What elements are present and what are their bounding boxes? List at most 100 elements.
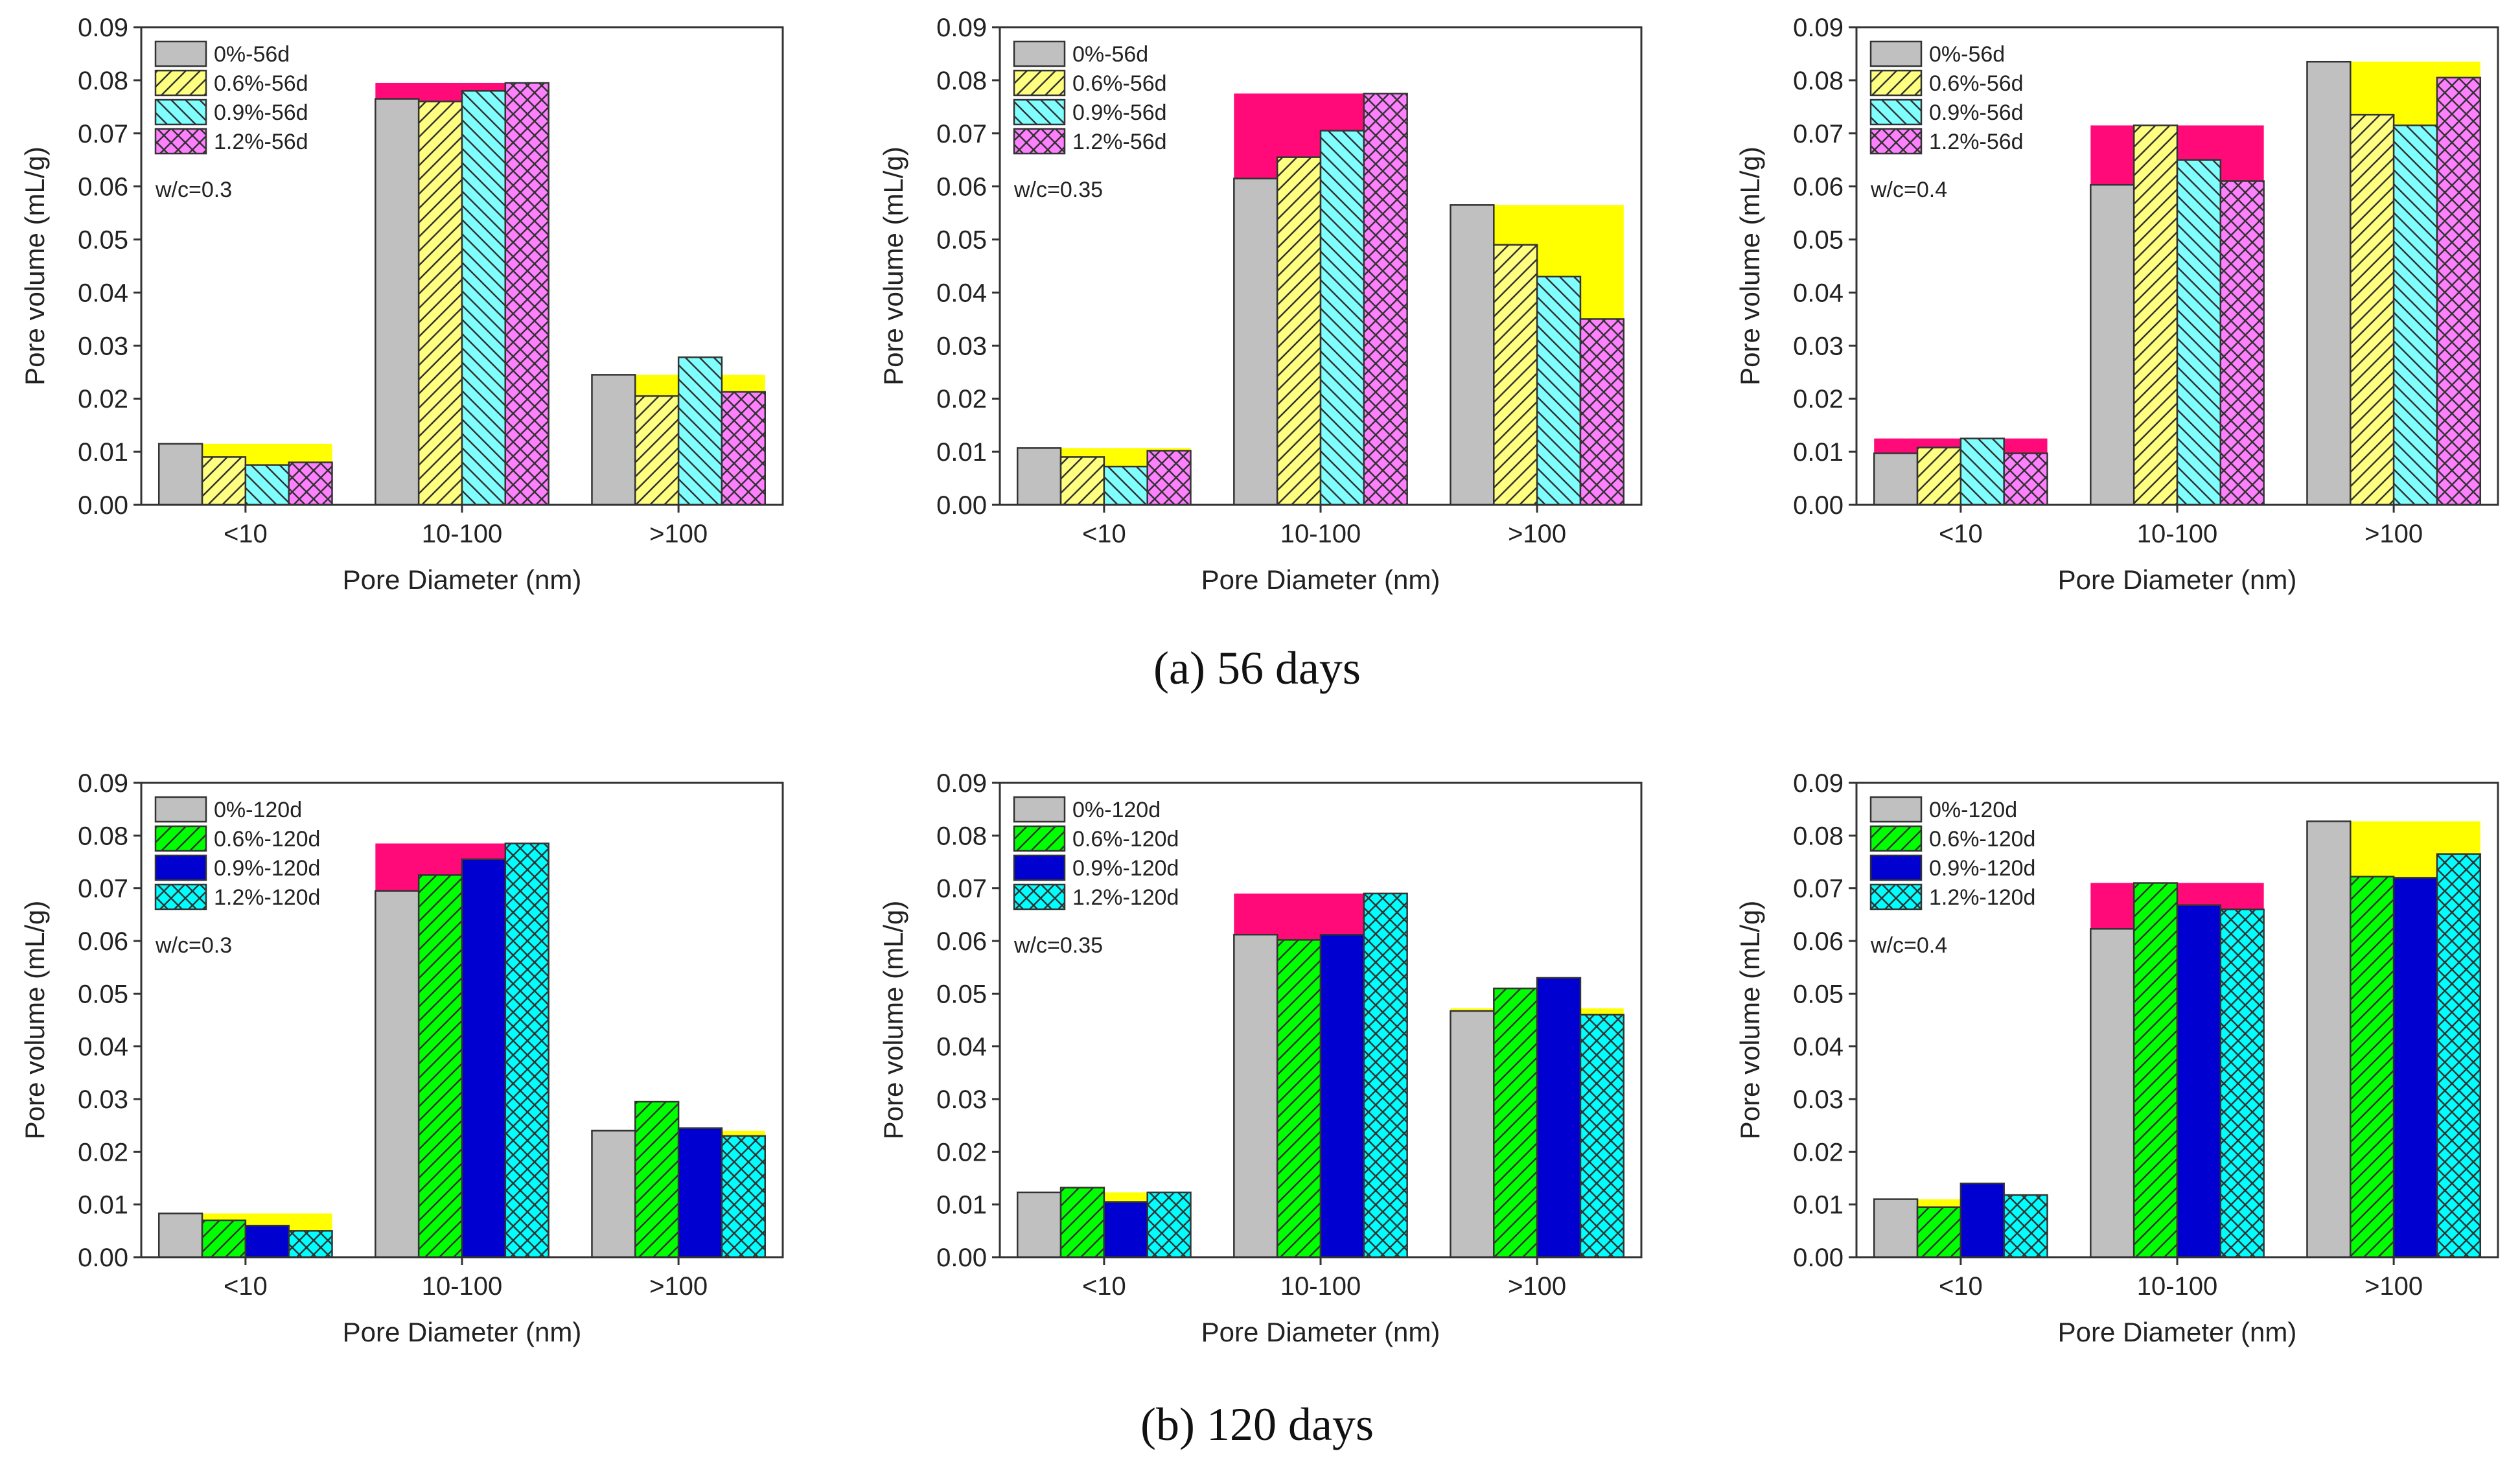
legend-label: 1.2%-56d [1929, 130, 2024, 154]
y-tick-label: 0.06 [936, 173, 987, 202]
legend-label: 0%-120d [1072, 798, 1161, 822]
legend-swatch [154, 69, 207, 97]
chart-a-2: 0.00 0.01 0.02 0.03 0.04 0.05 0.06 0.07 0.08 0.09… [878, 14, 1643, 595]
x-tick-label: 10-100 [2137, 520, 2218, 548]
chart-b-3: 0.00 0.01 0.02 0.03 0.04 0.05 0.06 0.07 0.08 0.09… [1735, 769, 2499, 1347]
x-tick-label: <10 [1939, 520, 1983, 548]
bar-0.6%-56d-10-100 [2133, 124, 2179, 506]
y-tick-label: 0.08 [936, 67, 987, 95]
y-tick-label: 0.07 [1793, 120, 1844, 148]
bar-0.6%-56d-10-100 [417, 100, 463, 506]
bar-0.6%-120d-<10 [1059, 1187, 1105, 1258]
bar-0%-120d-<10 [1873, 1198, 1919, 1258]
bar-1.2%-120d->100 [721, 1135, 767, 1258]
legend-swatch [1013, 796, 1066, 823]
y-tick-label: 0.00 [1793, 1244, 1844, 1272]
y-tick-label: 0.02 [78, 1138, 128, 1166]
chart-b-2: 0.00 0.01 0.02 0.03 0.04 0.05 0.06 0.07 0.08 0.09… [878, 769, 1643, 1347]
legend-label: 0.9%-56d [214, 100, 308, 125]
legend-label: 0.9%-120d [1929, 856, 2035, 881]
y-tick-label: 0.03 [78, 332, 128, 360]
legend-swatch [1869, 825, 1923, 852]
x-axis-label: Pore Diameter (nm) [1201, 564, 1440, 595]
legend-swatch [154, 128, 207, 155]
y-tick-label: 0.08 [78, 67, 128, 95]
bar-0%-56d->100 [2306, 60, 2352, 506]
bar-0%-120d->100 [2306, 820, 2352, 1258]
y-tick-label: 0.04 [78, 1033, 128, 1061]
legend-swatch [154, 40, 207, 67]
legend-label: 0%-56d [1929, 42, 2005, 67]
legend-swatch [1013, 40, 1066, 67]
caption-b: (b) 120 days [1140, 1398, 1374, 1450]
legend-label: 0.6%-56d [1929, 71, 2024, 96]
legend-label: 0.9%-56d [1929, 100, 2024, 125]
legend-swatch [1013, 883, 1066, 910]
bar-1.2%-120d->100 [1579, 1014, 1625, 1258]
bar-0.9%-56d->100 [2392, 124, 2438, 506]
legend-swatch [154, 883, 207, 910]
chart-b-1: 0.00 0.01 0.02 0.03 0.04 0.05 0.06 0.07 0.08 0.09… [19, 769, 784, 1347]
y-tick-label: 0.09 [936, 769, 987, 798]
legend-swatch [1869, 796, 1923, 823]
y-tick-label: 0.07 [78, 120, 128, 148]
bar-0%-56d-<10 [1873, 452, 1919, 506]
wc-annotation: w/c=0.35 [1013, 933, 1103, 958]
legend-label: 1.2%-120d [1929, 885, 2035, 910]
bar-0.9%-120d-<10 [1959, 1182, 2005, 1258]
bar-1.2%-120d-10-100 [2219, 908, 2265, 1258]
bar-0.6%-56d-10-100 [1276, 156, 1322, 506]
bar-0.6%-56d->100 [2350, 113, 2395, 506]
legend-label: 0.9%-56d [1072, 100, 1167, 125]
y-tick-label: 0.07 [1793, 875, 1844, 903]
y-tick-label: 0.07 [936, 875, 987, 903]
legend-swatch [1869, 128, 1923, 155]
y-tick-label: 0.02 [1793, 385, 1844, 413]
legend-swatch [1869, 40, 1923, 67]
y-tick-label: 0.02 [936, 385, 987, 413]
bar-0%-120d-<10 [157, 1212, 203, 1258]
y-tick-label: 0.00 [936, 491, 987, 520]
y-tick-label: 0.00 [1793, 491, 1844, 520]
y-tick-label: 0.04 [1793, 1033, 1844, 1061]
y-tick-label: 0.05 [1793, 226, 1844, 255]
y-tick-label: 0.00 [78, 1244, 128, 1272]
x-axis-label: Pore Diameter (nm) [2058, 1317, 2297, 1347]
bar-1.2%-56d-<10 [2003, 452, 2048, 506]
y-tick-label: 0.03 [936, 1085, 987, 1114]
y-tick-label: 0.09 [78, 14, 128, 42]
legend-label: 0%-120d [1929, 798, 2017, 822]
bar-0%-56d-10-100 [1233, 178, 1278, 506]
y-tick-label: 0.04 [936, 1033, 987, 1061]
y-tick-label: 0.09 [1793, 14, 1844, 42]
legend-swatch [1013, 99, 1066, 126]
wc-annotation: w/c=0.4 [1870, 178, 1947, 202]
bar-1.2%-56d-10-100 [504, 82, 549, 506]
bar-1.2%-120d->100 [2436, 853, 2482, 1258]
y-tick-label: 0.06 [1793, 173, 1844, 202]
legend-label: 0.9%-120d [214, 856, 320, 881]
bar-1.2%-56d->100 [2436, 76, 2482, 506]
bar-0%-120d->100 [591, 1130, 636, 1258]
x-tick-label: <10 [1939, 1272, 1983, 1301]
y-tick-label: 0.08 [1793, 67, 1844, 95]
bar-0.6%-120d-10-100 [417, 874, 463, 1258]
y-tick-label: 0.07 [78, 875, 128, 903]
legend-label: 1.2%-56d [214, 130, 308, 154]
bar-0.6%-120d->100 [1493, 987, 1538, 1258]
x-axis-label: Pore Diameter (nm) [2058, 564, 2297, 595]
x-tick-label: 10-100 [1280, 1272, 1361, 1301]
bar-0.9%-56d->100 [1536, 275, 1582, 506]
bar-0.9%-120d->100 [677, 1127, 723, 1258]
legend-label: 1.2%-56d [1072, 130, 1167, 154]
legend-label: 0.6%-120d [214, 827, 320, 852]
x-tick-label: <10 [224, 1272, 268, 1301]
y-axis-label: Pore volume (mL/g) [19, 146, 50, 386]
bar-1.2%-120d-10-100 [504, 842, 549, 1258]
legend-label: 1.2%-120d [214, 885, 320, 910]
y-tick-label: 0.08 [1793, 822, 1844, 850]
y-tick-label: 0.06 [1793, 927, 1844, 956]
bar-0.6%-120d-<10 [1916, 1206, 1962, 1258]
legend-label: 0%-56d [1072, 42, 1148, 67]
y-tick-label: 0.03 [1793, 332, 1844, 360]
